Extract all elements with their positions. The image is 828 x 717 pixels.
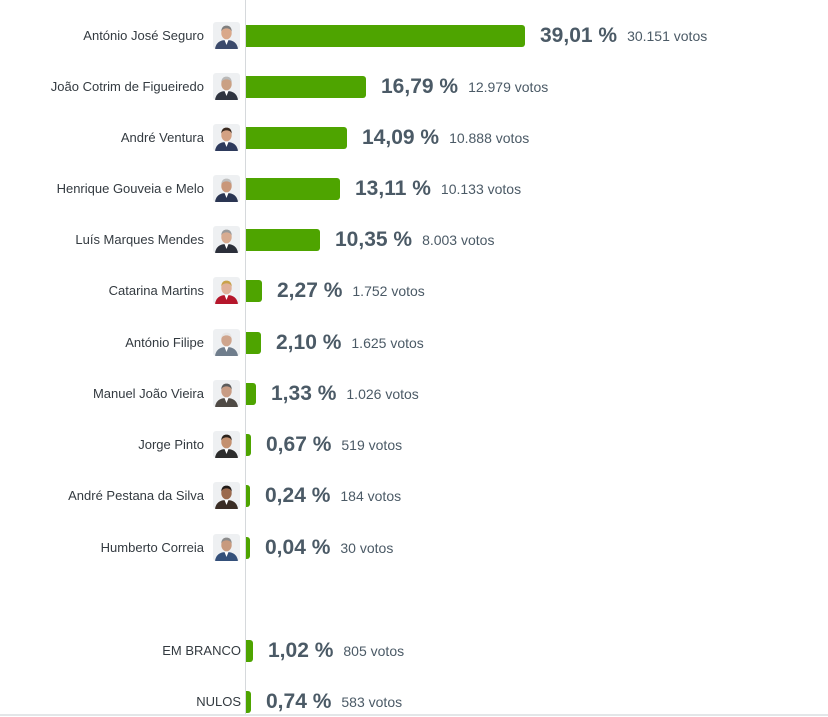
candidate-name: Henrique Gouveia e Melo [56,181,204,196]
candidate-name: Luís Marques Mendes [75,232,204,247]
percentage-label: 1,33 % [271,382,337,405]
percentage-label: 1,02 % [268,639,334,662]
chart-axis-line [245,0,246,714]
result-row: Jorge Pinto 0,67 % 519 votos [0,425,828,465]
candidate-name: Catarina Martins [108,283,204,298]
result-row: EM BRANCO 1,02 % 805 votos [0,631,828,671]
votes-label: 1.026 votos [346,386,419,402]
votes-label: 10.133 votos [440,181,522,197]
result-bar [246,178,340,200]
percentage-label: 13,11 % [355,177,431,200]
votes-label: 519 votos [341,437,403,453]
votes-label: 805 votos [343,643,405,659]
result-bar [246,485,250,507]
percentage-label: 0,67 % [266,433,332,456]
percentage-label: 2,10 % [276,331,342,354]
votes-label: 10.888 votos [449,130,530,146]
result-bar [246,537,250,559]
percentage-label: 10,35 % [335,228,413,251]
percentage-label: 0,04 % [265,536,331,559]
candidate-photo [213,22,240,49]
result-bar [246,280,262,302]
candidate-photo [213,226,240,253]
candidate-photo [213,329,240,356]
votes-label: 583 votos [341,694,403,710]
result-row: João Cotrim de Figueiredo 16,79 % 12.979 v… [0,67,828,107]
result-row: Manuel João Vieira 1,33 % 1.026 votos [0,374,828,414]
candidate-photo [213,380,240,407]
bottom-divider [0,714,828,716]
votes-label: 8.003 votos [422,232,495,248]
candidate-name: António Filipe [125,335,204,350]
candidate-photo [213,124,240,151]
result-bar [246,332,261,354]
result-row: António José Seguro 39,01 % 30.151 votos [0,16,828,56]
percentage-label: 39,01 % [540,24,618,47]
candidate-photo [213,534,240,561]
percentage-label: 2,27 % [277,279,343,302]
votes-label: 1.625 votos [351,335,424,351]
candidate-name: Jorge Pinto [138,437,204,452]
candidate-name: António José Seguro [83,28,204,43]
candidate-name: João Cotrim de Figueiredo [50,79,204,94]
votes-label: 30 votos [340,540,394,556]
result-bar [246,76,366,98]
candidate-name: Humberto Correia [100,540,204,555]
result-row: Henrique Gouveia e Melo 13,11 % 10.133 vot… [0,169,828,209]
percentage-label: 0,24 % [265,484,331,507]
result-bar [246,127,347,149]
percentage-label: 16,79 % [381,75,459,98]
result-row: António Filipe 2,10 % 1.625 votos [0,323,828,363]
percentage-label: 14,09 % [362,126,440,149]
result-row: Catarina Martins 2,27 % 1.752 votos [0,271,828,311]
candidate-name: EM BRANCO [162,643,241,658]
candidate-photo [213,431,240,458]
result-bar [246,434,251,456]
candidate-photo [213,277,240,304]
votes-label: 184 votos [340,488,402,504]
result-row: NULOS 0,74 % 583 votos [0,682,828,717]
candidate-photo [213,175,240,202]
candidate-name: Manuel João Vieira [92,386,204,401]
result-bar [246,229,320,251]
result-bar [246,640,253,662]
candidate-name: André Pestana da Silva [68,488,204,503]
votes-label: 30.151 votos [627,28,708,44]
result-bar [246,691,251,713]
result-bar [246,383,256,405]
candidate-name: André Ventura [120,130,204,145]
result-row: André Ventura 14,09 % 10.888 votos [0,118,828,158]
percentage-label: 0,74 % [266,690,332,713]
candidate-photo [213,482,240,509]
result-row: Humberto Correia 0,04 % 30 votos [0,528,828,568]
candidate-photo [213,73,240,100]
votes-label: 1.752 votos [352,283,425,299]
result-row: Luís Marques Mendes 10,35 % 8.003 votos [0,220,828,260]
candidate-name: NULOS [196,694,241,709]
votes-label: 12.979 votos [468,79,549,95]
result-bar [246,25,525,47]
result-row: André Pestana da Silva 0,24 % 184 votos [0,476,828,516]
